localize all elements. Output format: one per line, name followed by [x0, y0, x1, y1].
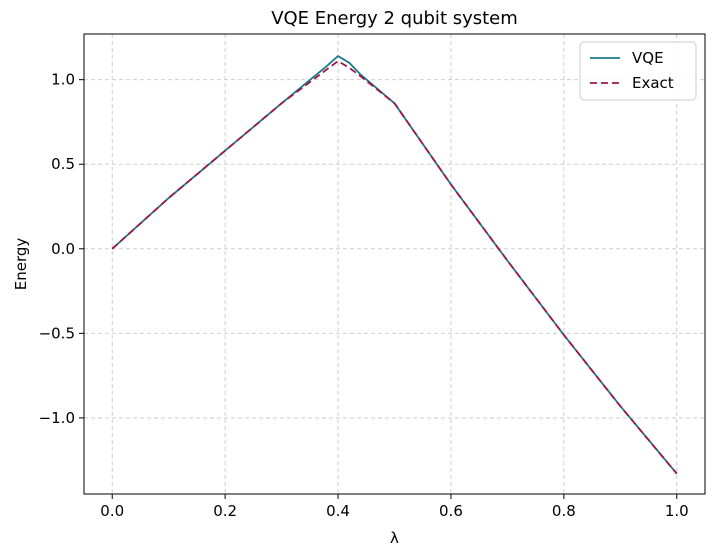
y-tick-label: 0.5 — [51, 155, 75, 173]
legend: VQE Exact — [579, 41, 697, 101]
y-axis-title: Energy — [12, 238, 30, 291]
x-axis-title: λ — [390, 529, 399, 547]
y-tick-label: 1.0 — [51, 71, 75, 89]
legend-label-vqe: VQE — [632, 49, 664, 67]
series-line-vqe — [111, 55, 678, 475]
x-tick-label: 0.2 — [213, 502, 237, 520]
x-tick-label: 0.0 — [100, 502, 124, 520]
series-layer — [111, 55, 678, 475]
x-tick-label: 0.6 — [439, 502, 463, 520]
legend-label-exact: Exact — [632, 74, 674, 92]
series-line-exact — [111, 60, 678, 475]
legend-box — [579, 41, 697, 101]
x-tick-label: 1.0 — [665, 502, 689, 520]
chart-title: VQE Energy 2 qubit system — [271, 8, 518, 29]
y-tick-label: −1.0 — [39, 409, 75, 427]
x-tick-label: 0.8 — [552, 502, 576, 520]
y-tick-label: 0.0 — [51, 240, 75, 258]
plot-frame — [83, 33, 706, 495]
grid — [84, 34, 705, 494]
x-tick-label: 0.4 — [326, 502, 350, 520]
y-tick-label: −0.5 — [39, 324, 75, 342]
ticks: 0.0 0.2 0.4 0.6 0.8 1.0 −1.0 −0.5 0.0 0.5 1.0 — [39, 71, 689, 520]
